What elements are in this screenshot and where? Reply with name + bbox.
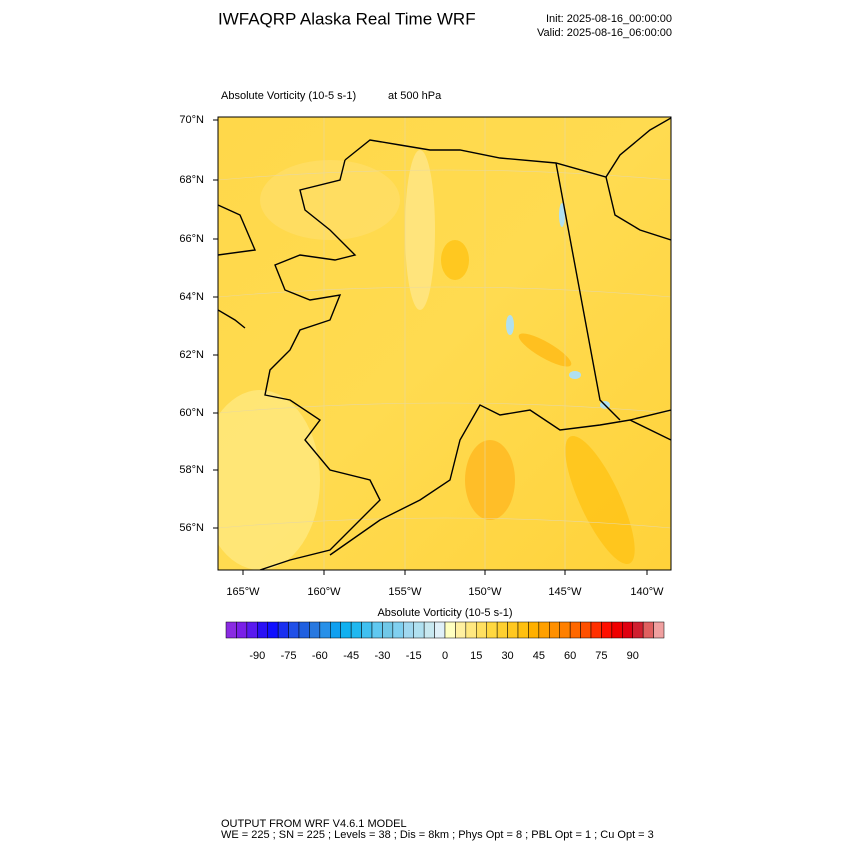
colorbar-title: Absolute Vorticity (10-5 s-1) bbox=[377, 607, 512, 619]
lat-label: 66°N bbox=[179, 233, 204, 245]
level-label: at 500 hPa bbox=[388, 90, 442, 102]
colorbar-label: 90 bbox=[627, 650, 639, 662]
colorbar-swatch bbox=[236, 621, 248, 639]
colorbar-swatch bbox=[371, 621, 383, 639]
colorbar-swatch bbox=[413, 621, 425, 639]
footer-line: WE = 225 ; SN = 225 ; Levels = 38 ; Dis … bbox=[221, 829, 654, 841]
valid-time: Valid: 2025-08-16_06:00:00 bbox=[537, 27, 672, 39]
colorbar-swatch bbox=[549, 621, 560, 639]
colorbar-label: -60 bbox=[312, 650, 328, 662]
colorbar-swatch bbox=[622, 621, 633, 639]
colorbar-label: 0 bbox=[442, 650, 448, 662]
colorbar-label: -90 bbox=[249, 650, 265, 662]
colorbar-swatch bbox=[580, 621, 592, 639]
init-time: Init: 2025-08-16_00:00:00 bbox=[546, 13, 672, 25]
colorbar-label: -75 bbox=[281, 650, 297, 662]
colorbar-swatch bbox=[298, 621, 310, 639]
lon-label: 160°W bbox=[307, 586, 341, 598]
colorbar-label: 45 bbox=[533, 650, 545, 662]
lat-label: 70°N bbox=[179, 114, 204, 126]
lon-label: 150°W bbox=[468, 586, 502, 598]
colorbar-swatch bbox=[590, 621, 602, 639]
lat-label: 56°N bbox=[179, 522, 204, 534]
colorbar-swatch bbox=[611, 621, 623, 639]
colorbar-swatch bbox=[496, 621, 508, 639]
colorbar-label: 15 bbox=[470, 650, 482, 662]
lon-label: 145°W bbox=[548, 586, 582, 598]
map-frame bbox=[217, 116, 672, 571]
colorbar-swatch bbox=[350, 621, 362, 639]
colorbar-swatch bbox=[465, 621, 477, 639]
colorbar-swatch bbox=[309, 621, 321, 639]
colorbar-label: -45 bbox=[343, 650, 359, 662]
colorbar-swatch bbox=[382, 621, 394, 639]
lon-label: 140°W bbox=[630, 586, 664, 598]
colorbar-swatch bbox=[225, 621, 237, 639]
colorbar-swatch bbox=[267, 621, 279, 639]
colorbar-swatch bbox=[517, 621, 529, 639]
colorbar-swatch bbox=[277, 621, 289, 639]
colorbar-swatch bbox=[486, 621, 498, 639]
colorbar-swatch bbox=[559, 621, 571, 639]
colorbar-swatch bbox=[392, 621, 404, 639]
colorbar-swatch bbox=[434, 621, 446, 639]
colorbar-label: -15 bbox=[406, 650, 422, 662]
colorbar-swatch bbox=[642, 621, 654, 639]
colorbar-swatch bbox=[538, 621, 550, 639]
lon-label: 165°W bbox=[226, 586, 260, 598]
colorbar-swatch bbox=[423, 621, 435, 639]
colorbar-label: -30 bbox=[374, 650, 390, 662]
lat-label: 58°N bbox=[179, 464, 204, 476]
field-label: Absolute Vorticity (10-5 s-1) bbox=[221, 90, 356, 102]
lat-label: 62°N bbox=[179, 349, 204, 361]
colorbar-swatch bbox=[569, 621, 581, 639]
colorbar-swatch bbox=[330, 621, 341, 639]
colorbar-swatch bbox=[257, 621, 268, 639]
lat-label: 60°N bbox=[179, 407, 204, 419]
colorbar-label: 30 bbox=[501, 650, 513, 662]
colorbar-swatch bbox=[455, 621, 467, 639]
colorbar-swatch bbox=[601, 621, 613, 639]
colorbar-label: 60 bbox=[564, 650, 576, 662]
colorbar-swatch bbox=[361, 621, 373, 639]
colorbar-swatch bbox=[444, 621, 456, 639]
lat-label: 64°N bbox=[179, 291, 204, 303]
colorbar-label: 75 bbox=[595, 650, 607, 662]
colorbar-swatch bbox=[632, 621, 644, 639]
colorbar-swatch bbox=[476, 621, 487, 639]
colorbar-swatch bbox=[319, 621, 331, 639]
colorbar-swatch bbox=[403, 621, 414, 639]
footer-line: OUTPUT FROM WRF V4.6.1 MODEL bbox=[221, 818, 407, 830]
lon-label: 155°W bbox=[388, 586, 422, 598]
colorbar-swatch bbox=[528, 621, 540, 639]
title: IWFAQRP Alaska Real Time WRF bbox=[218, 9, 476, 28]
colorbar-swatch bbox=[246, 621, 258, 639]
lat-label: 68°N bbox=[179, 174, 204, 186]
colorbar-swatch bbox=[507, 621, 519, 639]
colorbar-swatch bbox=[340, 621, 352, 639]
colorbar-swatch bbox=[288, 621, 300, 639]
map-field bbox=[218, 117, 671, 570]
colorbar-swatch bbox=[653, 621, 665, 639]
